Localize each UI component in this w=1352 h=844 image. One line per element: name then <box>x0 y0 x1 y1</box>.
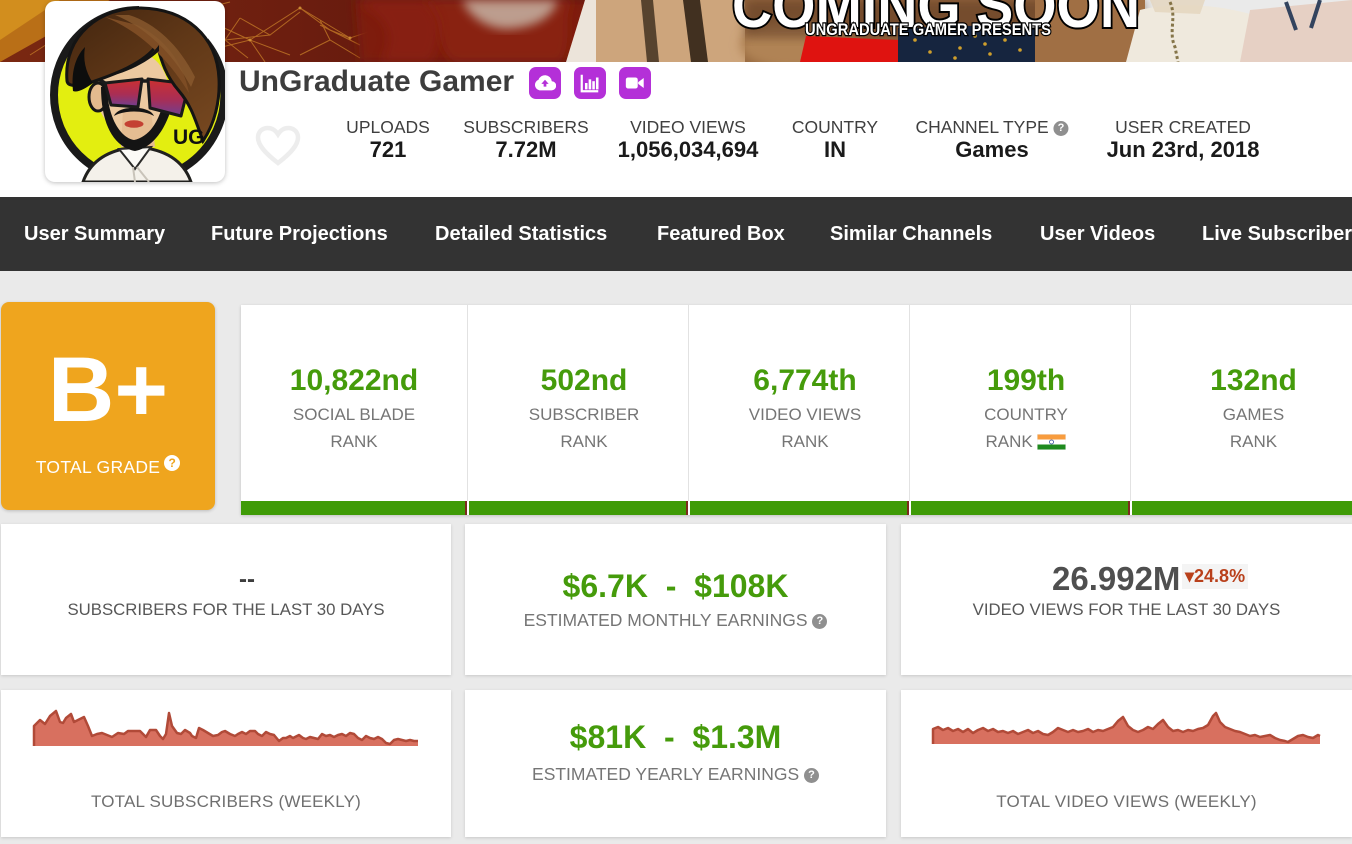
svg-text:UNGRADUATE GAMER PRESENTS: UNGRADUATE GAMER PRESENTS <box>805 21 1051 39</box>
svg-text:COMING SOON: COMING SOON <box>732 0 1140 41</box>
svg-text:UG: UG <box>173 126 205 149</box>
